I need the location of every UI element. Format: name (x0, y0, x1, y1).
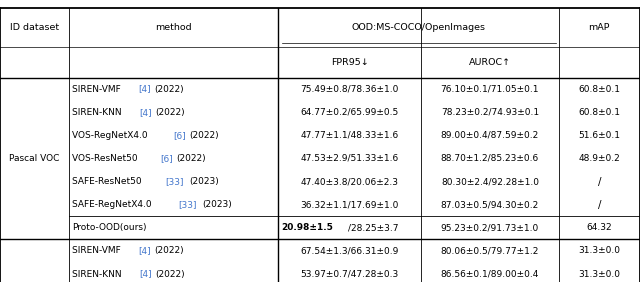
Text: 47.53±2.9/51.33±1.6: 47.53±2.9/51.33±1.6 (301, 154, 399, 163)
Text: [4]: [4] (138, 85, 151, 94)
Text: 80.06±0.5/79.77±1.2: 80.06±0.5/79.77±1.2 (441, 246, 539, 255)
Text: [6]: [6] (160, 154, 173, 163)
Text: 20.98±1.5: 20.98±1.5 (281, 223, 333, 232)
Text: 47.40±3.8/20.06±2.3: 47.40±3.8/20.06±2.3 (301, 177, 399, 186)
Text: (2022): (2022) (156, 270, 186, 279)
Text: mAP: mAP (589, 23, 610, 32)
Text: 75.49±0.8/78.36±1.0: 75.49±0.8/78.36±1.0 (301, 85, 399, 94)
Text: SIREN-VMF: SIREN-VMF (72, 85, 124, 94)
Text: 60.8±0.1: 60.8±0.1 (579, 108, 620, 117)
Text: 64.77±0.2/65.99±0.5: 64.77±0.2/65.99±0.5 (301, 108, 399, 117)
Text: (2023): (2023) (189, 177, 219, 186)
Text: (2022): (2022) (177, 154, 206, 163)
Text: AUROC↑: AUROC↑ (469, 58, 511, 67)
Text: /: / (598, 200, 601, 210)
Text: (2022): (2022) (189, 131, 219, 140)
Text: 60.8±0.1: 60.8±0.1 (579, 85, 620, 94)
Text: SAFE-RegNetX4.0: SAFE-RegNetX4.0 (72, 200, 154, 209)
Text: 86.56±0.1/89.00±0.4: 86.56±0.1/89.00±0.4 (441, 270, 539, 279)
Text: [33]: [33] (165, 177, 184, 186)
Text: method: method (156, 23, 192, 32)
Text: Pascal VOC: Pascal VOC (10, 154, 60, 163)
Text: 53.97±0.7/47.28±0.3: 53.97±0.7/47.28±0.3 (301, 270, 399, 279)
Text: VOS-RegNetX4.0: VOS-RegNetX4.0 (72, 131, 150, 140)
Text: 67.54±1.3/66.31±0.9: 67.54±1.3/66.31±0.9 (301, 246, 399, 255)
Text: 48.9±0.2: 48.9±0.2 (579, 154, 620, 163)
Text: [33]: [33] (178, 200, 196, 209)
Text: 31.3±0.0: 31.3±0.0 (579, 246, 620, 255)
Text: (2022): (2022) (156, 108, 186, 117)
Text: ID dataset: ID dataset (10, 23, 59, 32)
Text: (2022): (2022) (155, 85, 184, 94)
Text: 78.23±0.2/74.93±0.1: 78.23±0.2/74.93±0.1 (441, 108, 539, 117)
Text: 51.6±0.1: 51.6±0.1 (579, 131, 620, 140)
Text: 64.32: 64.32 (586, 223, 612, 232)
Text: (2022): (2022) (155, 246, 184, 255)
Text: 89.00±0.4/87.59±0.2: 89.00±0.4/87.59±0.2 (441, 131, 539, 140)
Text: FPR95↓: FPR95↓ (331, 58, 369, 67)
Text: Proto-OOD(ours): Proto-OOD(ours) (72, 223, 146, 232)
Text: [4]: [4] (140, 270, 152, 279)
Text: OOD:MS-COCO/OpenImages: OOD:MS-COCO/OpenImages (351, 23, 486, 32)
Text: 95.23±0.2/91.73±1.0: 95.23±0.2/91.73±1.0 (441, 223, 539, 232)
Text: 88.70±1.2/85.23±0.6: 88.70±1.2/85.23±0.6 (441, 154, 539, 163)
Text: SAFE-ResNet50: SAFE-ResNet50 (72, 177, 144, 186)
Text: [6]: [6] (173, 131, 186, 140)
Text: 47.77±1.1/48.33±1.6: 47.77±1.1/48.33±1.6 (301, 131, 399, 140)
Text: 36.32±1.1/17.69±1.0: 36.32±1.1/17.69±1.0 (301, 200, 399, 209)
Text: [4]: [4] (140, 108, 152, 117)
Text: /: / (598, 177, 601, 187)
Text: VOS-ResNet50: VOS-ResNet50 (72, 154, 140, 163)
Text: [4]: [4] (138, 246, 151, 255)
Text: (2023): (2023) (202, 200, 232, 209)
Text: 87.03±0.5/94.30±0.2: 87.03±0.5/94.30±0.2 (441, 200, 539, 209)
Text: 76.10±0.1/71.05±0.1: 76.10±0.1/71.05±0.1 (441, 85, 539, 94)
Text: SIREN-VMF: SIREN-VMF (72, 246, 124, 255)
Text: /28.25±3.7: /28.25±3.7 (348, 223, 398, 232)
Text: 80.30±2.4/92.28±1.0: 80.30±2.4/92.28±1.0 (441, 177, 539, 186)
Text: SIREN-KNN: SIREN-KNN (72, 270, 124, 279)
Text: 31.3±0.0: 31.3±0.0 (579, 270, 620, 279)
Text: SIREN-KNN: SIREN-KNN (72, 108, 124, 117)
